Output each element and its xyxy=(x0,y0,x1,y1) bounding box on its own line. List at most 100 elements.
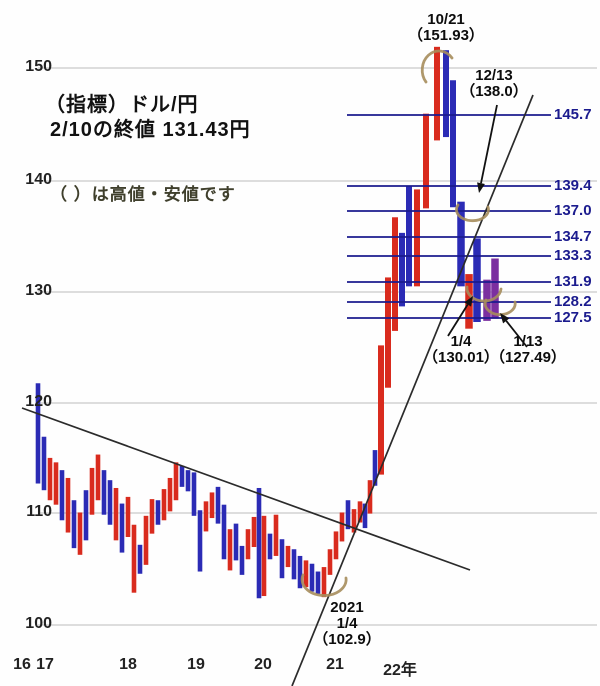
annotation-dec13-high: 12/13 （138.0） xyxy=(460,68,528,100)
price-bar xyxy=(173,462,179,501)
price-bar xyxy=(119,503,125,553)
jan13-arrow xyxy=(505,320,528,348)
x-tick-19: 19 xyxy=(187,656,205,673)
price-bar xyxy=(279,539,285,579)
price-bar xyxy=(351,509,357,533)
peak-circle xyxy=(420,49,454,84)
price-bar xyxy=(362,503,368,529)
level-label-137.0: 137.0 xyxy=(554,202,592,219)
price-bar xyxy=(321,567,327,598)
annotation-jan4-value: （130.01） xyxy=(423,349,499,366)
chart-title: （指標）ドル/円 xyxy=(45,94,199,116)
y-tick-150: 150 xyxy=(25,58,52,75)
price-bar xyxy=(95,454,101,501)
y-tick-130: 130 xyxy=(25,282,52,299)
x-tick-21: 21 xyxy=(326,656,344,673)
price-bar xyxy=(245,529,251,560)
price-bar xyxy=(357,501,363,523)
price-bar xyxy=(285,545,291,568)
x-tick-22年: 22年 xyxy=(383,662,417,679)
price-bar xyxy=(179,465,185,487)
price-bar xyxy=(83,490,89,541)
level-label-134.7: 134.7 xyxy=(554,228,592,245)
price-bar xyxy=(161,489,167,521)
y-tick-120: 120 xyxy=(25,393,52,410)
price-bar xyxy=(327,549,333,575)
price-bar xyxy=(251,516,257,548)
price-bar xyxy=(457,201,465,287)
chart-subtitle-close-price: 2/10の終値 131.43円 xyxy=(50,119,251,141)
price-bar xyxy=(345,500,351,530)
jan4-arrow xyxy=(447,304,469,337)
price-bar xyxy=(239,545,245,575)
price-bar xyxy=(35,383,41,484)
annotation-jan4-low: 1/4 （130.01） xyxy=(423,334,499,366)
price-bar xyxy=(491,258,499,319)
annotation-2021-low: 2021 1/4 （102.9） xyxy=(313,600,381,648)
price-bar xyxy=(65,477,71,533)
ascending-support xyxy=(291,94,534,686)
price-bar xyxy=(423,113,429,209)
annotation-2021-date: 1/4 xyxy=(336,615,358,632)
x-tick-16: 16 xyxy=(13,656,31,673)
annotation-jan13-value: （127.49） xyxy=(490,349,566,366)
price-bar xyxy=(385,277,391,388)
chart-legend-note: （ ）は高値・安値です xyxy=(50,185,236,204)
x-tick-18: 18 xyxy=(119,656,137,673)
price-bar xyxy=(339,512,345,542)
jan4-circle xyxy=(465,285,503,303)
annotation-peak-high: 10/21 （151.93） xyxy=(408,12,484,44)
x-tick-17: 17 xyxy=(36,656,54,673)
price-bar xyxy=(71,500,77,549)
price-bar xyxy=(303,560,309,588)
price-bar xyxy=(434,46,440,141)
price-bar xyxy=(125,496,131,537)
price-bar xyxy=(399,232,405,307)
price-bar xyxy=(450,80,456,208)
price-bar xyxy=(143,515,149,565)
price-bar xyxy=(149,499,155,534)
price-bar xyxy=(227,529,233,571)
price-bar xyxy=(107,480,113,525)
dec13-circle xyxy=(455,203,490,223)
price-bar xyxy=(203,501,209,532)
y-tick-110: 110 xyxy=(26,503,52,520)
price-bar xyxy=(53,462,59,505)
price-bar xyxy=(191,472,197,516)
price-bar xyxy=(197,510,203,572)
annotation-jan4-date: 1/4 xyxy=(450,333,472,350)
price-bar xyxy=(443,50,449,138)
price-bar xyxy=(59,470,65,521)
level-label-133.3: 133.3 xyxy=(554,247,592,264)
price-bar xyxy=(372,450,378,486)
price-bar xyxy=(233,523,239,561)
price-bar xyxy=(131,524,137,593)
price-bar xyxy=(473,238,481,322)
level-label-139.4: 139.4 xyxy=(554,177,592,194)
annotation-peak-value: （151.93） xyxy=(408,27,484,44)
price-bar xyxy=(209,492,215,519)
descending-resistance xyxy=(21,407,471,571)
dec13-arrow-head xyxy=(477,182,485,193)
price-bar xyxy=(221,504,227,560)
price-bar xyxy=(155,500,161,525)
annotation-dec13-date: 12/13 xyxy=(475,67,513,84)
price-bar xyxy=(261,515,267,597)
price-bar xyxy=(256,487,262,599)
price-bar xyxy=(273,514,279,556)
x-tick-20: 20 xyxy=(254,656,272,673)
low2021-circle xyxy=(300,573,348,597)
price-bar xyxy=(89,467,95,515)
price-bar xyxy=(297,555,303,589)
jan13-arrow-head xyxy=(500,313,510,324)
price-bar xyxy=(309,563,315,592)
price-bar xyxy=(41,436,47,491)
annotation-2021-value: （102.9） xyxy=(313,631,381,648)
y-tick-100: 100 xyxy=(25,615,52,632)
price-bar xyxy=(137,544,143,574)
dec13-arrow xyxy=(480,104,498,184)
price-bar xyxy=(113,487,119,541)
annotation-peak-date: 10/21 xyxy=(427,11,465,28)
price-bar xyxy=(167,477,173,512)
